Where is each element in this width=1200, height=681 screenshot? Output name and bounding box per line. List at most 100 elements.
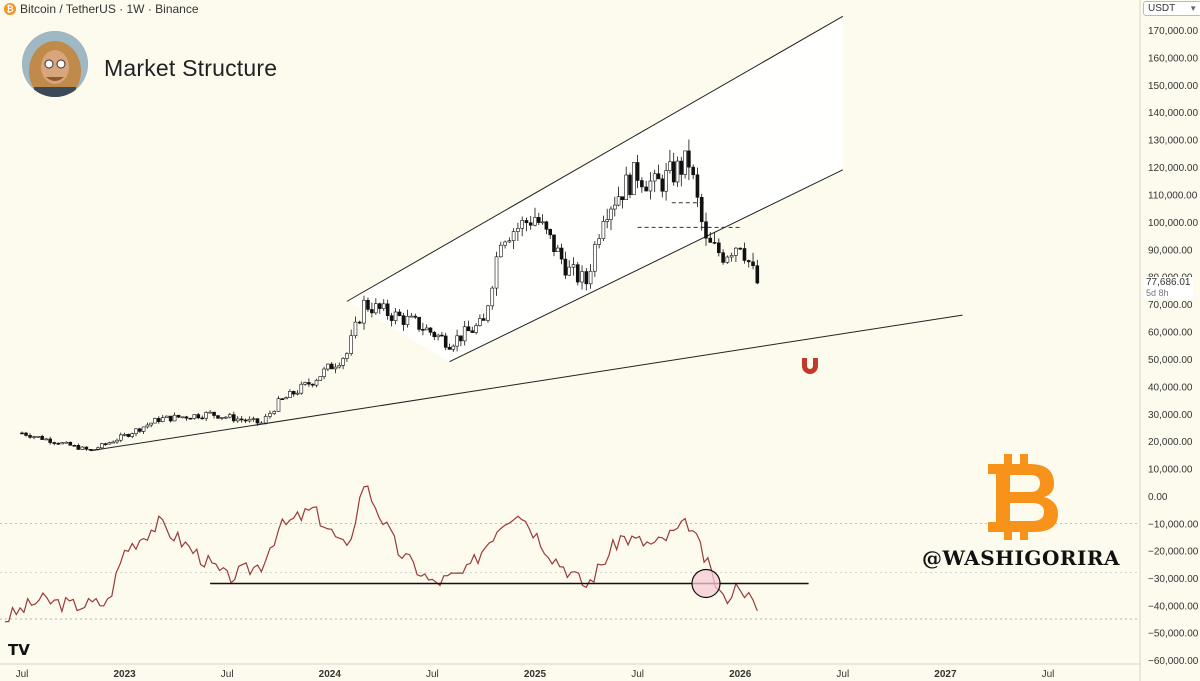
price-tick-label: 40,000.00 [1148,382,1193,393]
magnet-body [802,358,818,374]
candle-body [417,316,421,330]
candle-body [462,326,467,342]
candle-body [370,309,374,314]
candle-body [742,248,747,261]
candle-body [119,434,123,441]
candle-body [115,439,119,443]
last-price-value: 77,686.01 [1146,277,1191,288]
osc-tick-label: −40,000.00 [1148,601,1199,612]
candle-body [366,299,370,310]
candle-body [656,173,661,180]
candle-body [712,242,717,244]
candle-body [486,305,490,321]
candle-body [280,398,285,400]
tradingview-logo: TV [8,641,30,659]
magnet-icon [802,358,818,374]
price-tick-label: 20,000.00 [1148,437,1193,448]
candle-body [284,397,288,400]
candle-body [548,229,553,236]
candle-body [584,271,589,285]
breakdown-circle [691,568,721,599]
candle-body [664,170,668,192]
candle-body [683,150,687,175]
candle-body [92,449,96,451]
candle-body [276,398,281,412]
candle-body [353,321,358,337]
candle-body [580,271,584,283]
time-tick-label: Jul [221,669,234,680]
candle-body [72,445,77,447]
candle-body [157,418,161,422]
candle-body [299,383,304,394]
candle-body [644,186,648,192]
candle-body [204,412,208,419]
trendline-1 [449,169,844,363]
candle-body [660,178,665,192]
candle-body [255,418,260,424]
candle-body [679,160,684,175]
price-tick-label: 60,000.00 [1148,328,1193,339]
candle-body [200,417,205,420]
candle-body [440,334,444,337]
candle-body [196,414,201,419]
candle-body [122,434,127,436]
unit-selector[interactable]: USDT ▼ [1143,1,1200,16]
candle-body [699,197,704,223]
candle-body [755,265,760,284]
candle-body [397,311,402,316]
candle-body [470,330,475,333]
candle-body [349,335,353,354]
candle-body [498,244,503,258]
candle-body [616,196,621,206]
candle-body [160,417,165,422]
bitcoin-logo-icon [980,452,1064,547]
candle-body [628,174,632,196]
price-tick-label: 50,000.00 [1148,355,1193,366]
price-tick-label: 140,000.00 [1148,108,1198,119]
candle-body [552,234,556,253]
candle-body [243,419,248,422]
symbol-label: Bitcoin / TetherUS · 1W · Binance [20,2,199,16]
candle-body [691,166,695,176]
candle-body [648,180,653,192]
rsi-series-line [4,485,758,623]
candle-body [164,415,169,419]
candle-body [432,332,437,338]
candle-body [447,347,452,350]
candle-body [597,238,601,245]
avatar [22,31,88,97]
candle-body [524,220,529,224]
candle-body [326,363,330,370]
candle-body [362,299,366,324]
price-tick-label: 150,000.00 [1148,81,1198,92]
candle-body [314,380,319,386]
candle-body [48,438,52,443]
candle-body [652,173,657,182]
candle-body [138,428,142,432]
time-tick-label: 2023 [113,669,136,680]
candle-body [635,162,640,181]
candle-body [24,432,28,436]
candle-body [263,416,268,424]
candle-body [746,260,751,263]
candle-body [333,366,338,370]
candle-body [247,418,252,422]
trendline-0 [346,15,844,302]
candle-body [436,334,440,338]
candle-body [729,255,734,258]
candle-body [695,174,700,198]
candle-body [507,240,512,243]
osc-tick-label: −60,000.00 [1148,656,1199,667]
candle-body [474,325,478,333]
candle-body [111,441,115,444]
candle-body [620,196,625,200]
candle-body [20,432,24,435]
price-tick-label: 100,000.00 [1148,218,1198,229]
candle-body [231,414,236,422]
symbol-header[interactable]: ₿ Bitcoin / TetherUS · 1W · Binance [4,2,199,16]
candle-body [675,160,680,183]
candle-body [413,315,418,318]
candle-body [393,311,398,321]
